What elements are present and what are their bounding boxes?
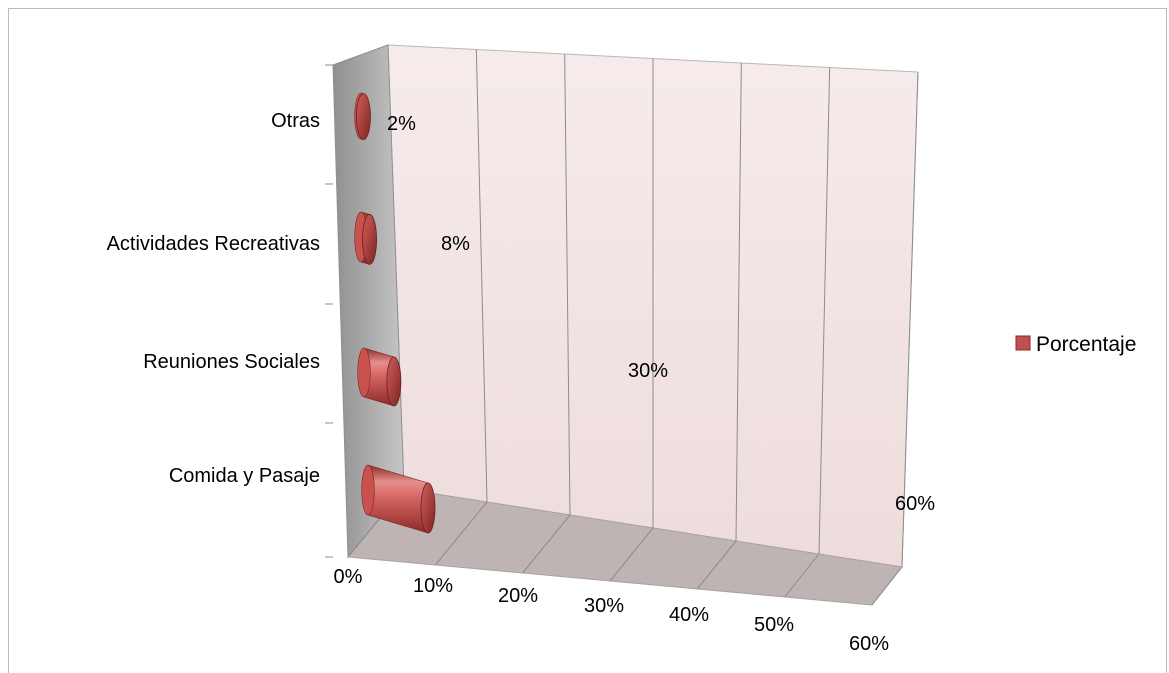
- data-label: 2%: [387, 113, 416, 135]
- category-label: Actividades Recreativas: [107, 233, 320, 255]
- gridline-back: [564, 53, 571, 516]
- x-tick-label: 20%: [498, 585, 538, 607]
- x-tick-label: 30%: [584, 595, 624, 617]
- legend-label: Porcentaje: [1036, 333, 1136, 356]
- gridline-back: [901, 71, 919, 568]
- gridline-back: [475, 49, 488, 503]
- category-label: Otras: [271, 110, 320, 132]
- x-axis-tick-labels: 0% 10% 20% 30% 40% 50% 60%: [334, 566, 890, 655]
- gridline-floor: [434, 501, 488, 566]
- bar-start-cap: [361, 464, 375, 516]
- bar-end-cap: [356, 93, 371, 140]
- gridline-back: [818, 67, 831, 555]
- bar: [354, 211, 377, 265]
- x-tick-label: 50%: [754, 614, 794, 636]
- gridline-floor: [609, 527, 654, 582]
- gridline-floor: [871, 566, 903, 606]
- chart-frame: [8, 8, 1167, 673]
- bar-end-cap: [386, 356, 402, 407]
- data-label: 60%: [895, 493, 935, 515]
- data-label: 8%: [441, 233, 470, 255]
- gridlines: [347, 49, 919, 606]
- legend: Porcentaje: [1015, 333, 1136, 356]
- bar-end-cap: [420, 482, 436, 534]
- category-axis-ticks: [325, 64, 333, 558]
- bar: [354, 92, 371, 140]
- bar: [361, 464, 436, 534]
- bars: 60% 30% 8% 2%: [354, 92, 935, 534]
- data-label: 30%: [628, 360, 668, 382]
- x-tick-label: 40%: [669, 604, 709, 626]
- gridline-floor: [696, 540, 737, 590]
- x-tick-label: 10%: [413, 575, 453, 597]
- bar: [357, 347, 402, 407]
- category-label: Comida y Pasaje: [169, 465, 320, 487]
- legend-swatch: [1015, 335, 1031, 351]
- x-tick-label: 60%: [849, 633, 889, 655]
- gridline-floor: [522, 514, 571, 574]
- bar-end-cap: [362, 213, 377, 265]
- bar-start-cap: [357, 347, 371, 398]
- x-tick-label: 0%: [334, 566, 363, 588]
- gridline-back: [735, 62, 742, 542]
- gridline-floor: [784, 553, 820, 598]
- category-labels: Comida y Pasaje Reuniones Sociales Activid…: [107, 110, 320, 487]
- category-label: Reuniones Sociales: [143, 351, 320, 373]
